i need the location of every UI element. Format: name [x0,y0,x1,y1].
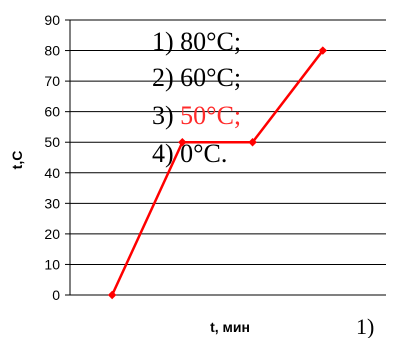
series-line-0 [110,49,324,296]
y-tick-label-20: 20 [44,226,60,242]
y-tick-label-90: 90 [44,12,60,28]
data-point-0 [107,290,117,300]
y-axis-title: t,С [9,151,25,170]
option-1: 1) 80°С; [152,27,241,56]
option-3-value: 50°С; [180,101,241,130]
y-tick-label-40: 40 [44,165,60,181]
option-4: 4) 0°С. [152,139,227,168]
option-3-prefix: 3) [152,101,180,130]
y-tick-label-60: 60 [44,104,60,120]
x-axis-title: t, мин [210,319,250,335]
option-2: 2) 60°С; [152,63,241,92]
y-tick-label-0: 0 [52,287,60,303]
data-point-1 [178,137,187,147]
y-tick-label-80: 80 [44,43,60,59]
y-tick-label-30: 30 [44,195,60,211]
y-tick-labels: 0 10 20 30 40 50 60 70 80 90 [44,12,60,303]
series-group [107,46,328,300]
option-3: 3) 50°С; [152,101,241,130]
data-point-3 [318,46,328,55]
data-point-2 [248,137,257,147]
answer-options: 1) 80°С; 2) 60°С; 3) 50°С; 4) 0°С. [152,27,241,168]
y-tick-label-50: 50 [44,134,60,150]
corner-label: 1) [356,314,374,338]
gridlines [65,19,386,296]
y-tick-label-70: 70 [44,73,60,89]
y-tick-label-10: 10 [44,256,60,272]
